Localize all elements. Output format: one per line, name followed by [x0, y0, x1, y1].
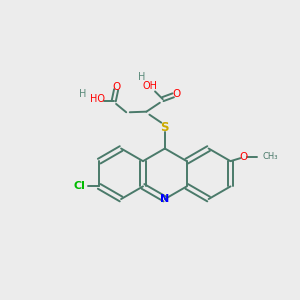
Text: H: H	[138, 72, 146, 82]
Text: CH₃: CH₃	[262, 152, 278, 161]
Text: N: N	[160, 194, 170, 204]
Text: O: O	[112, 82, 120, 92]
Text: HO: HO	[91, 94, 106, 104]
Text: OH: OH	[142, 80, 158, 91]
Text: H: H	[80, 88, 87, 98]
Text: O: O	[172, 89, 180, 99]
Text: S: S	[160, 121, 169, 134]
Text: O: O	[240, 152, 248, 162]
Text: Cl: Cl	[74, 182, 85, 191]
